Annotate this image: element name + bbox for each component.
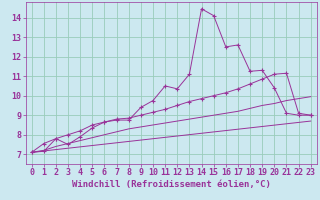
- X-axis label: Windchill (Refroidissement éolien,°C): Windchill (Refroidissement éolien,°C): [72, 180, 271, 189]
